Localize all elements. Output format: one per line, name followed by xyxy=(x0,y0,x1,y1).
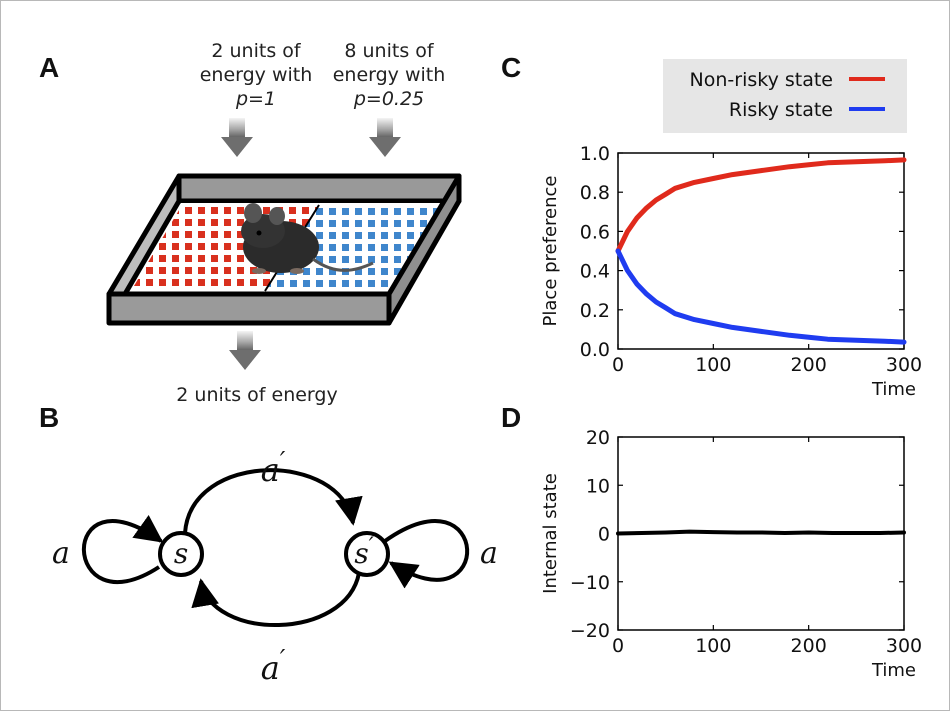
right-label-line-1: 8 units of xyxy=(344,40,435,62)
x-axis-label: Time xyxy=(871,379,916,400)
internal-state-chart: 0 100 200 300 −20 −10 0 10 20 Time Internal state xyxy=(540,427,922,681)
panel-c: C 0 100 200 300 0.0 0.2 0.4 0.6 0.8 1.0 Time Place … xyxy=(501,52,922,400)
y-tick-label: −10 xyxy=(570,572,610,594)
bottom-arc-arrow xyxy=(191,572,361,628)
right-loop-label: a xyxy=(480,536,498,571)
x-tick-label: 200 xyxy=(791,354,827,376)
y-tick-label: 0 xyxy=(598,524,610,546)
bottom-label: 2 units of energy xyxy=(176,384,337,406)
x-tick-label: 100 xyxy=(695,354,731,376)
y-tick-label: 0.6 xyxy=(580,221,610,243)
x-tick-label: 0 xyxy=(612,635,624,657)
blue-tile-area xyxy=(265,205,455,291)
plot-frame xyxy=(617,152,905,350)
x-tick-label: 200 xyxy=(791,635,827,657)
series-line-non-risky-state xyxy=(615,157,907,254)
panel-d: D 0 100 200 300 −20 −10 0 10 20 Time Internal stat… xyxy=(501,402,922,681)
right-loop-arrow xyxy=(383,519,470,589)
series-line-risky-state xyxy=(615,248,907,345)
y-tick-label: −20 xyxy=(570,620,610,642)
x-tick-label: 0 xyxy=(612,354,624,376)
y-tick-label: 0.0 xyxy=(580,339,610,361)
panel-letter-c: C xyxy=(501,52,521,83)
panel-letter-a: A xyxy=(39,52,59,83)
legend-box xyxy=(663,59,907,133)
y-axis-label: Internal state xyxy=(540,473,561,594)
y-tick-label: 0.4 xyxy=(580,261,610,283)
left-label-line-3: p=1 xyxy=(235,88,276,110)
bottom-arc-label: a′ xyxy=(261,645,286,687)
left-loop-arrow xyxy=(81,514,164,584)
panel-a: A 2 units of energy with p=1 8 units of … xyxy=(39,40,462,406)
state-s-prime-node xyxy=(344,531,390,577)
right-label-line-3: p=0.25 xyxy=(353,88,424,110)
place-preference-chart: 0 100 200 300 0.0 0.2 0.4 0.6 0.8 1.0 Time Place pr… xyxy=(540,59,922,400)
chart-legend: Non-risky state Risky state xyxy=(663,59,907,133)
x-axis-label: Time xyxy=(871,660,916,681)
legend-label: Non-risky state xyxy=(690,69,833,91)
state-s-node xyxy=(158,531,204,577)
left-loop-label: a xyxy=(52,536,70,571)
right-label-line-2: energy with xyxy=(333,64,446,86)
series-line xyxy=(616,529,906,536)
down-arrow-icon xyxy=(229,331,261,370)
down-arrow-icon xyxy=(369,118,401,157)
mouse-icon xyxy=(241,203,374,274)
state-s-label: s xyxy=(174,537,188,570)
x-tick-label: 100 xyxy=(695,635,731,657)
y-tick-label: 10 xyxy=(586,475,610,497)
left-label-line-1: 2 units of xyxy=(211,40,302,62)
y-tick-label: 1.0 xyxy=(580,143,610,165)
top-arc-label: a′ xyxy=(261,447,286,489)
x-tick-label: 300 xyxy=(886,354,922,376)
y-tick-label: 20 xyxy=(586,427,610,449)
box-back-wall xyxy=(176,173,462,204)
panel-b: B s s′ a a a′ a′ xyxy=(39,402,498,687)
y-axis-label: Place preference xyxy=(540,176,561,327)
y-tick-label: 0.2 xyxy=(580,300,610,322)
x-tick-label: 300 xyxy=(886,635,922,657)
y-tick-label: 0.8 xyxy=(580,182,610,204)
box-front-wall xyxy=(106,291,392,326)
left-label-line-2: energy with xyxy=(200,64,313,86)
panel-letter-d: D xyxy=(501,402,521,433)
legend-label: Risky state xyxy=(729,99,833,121)
down-arrow-icon xyxy=(221,118,253,157)
top-arc-arrow xyxy=(183,468,363,534)
state-s-prime-label: s′ xyxy=(354,534,373,570)
panel-letter-b: B xyxy=(39,402,59,433)
